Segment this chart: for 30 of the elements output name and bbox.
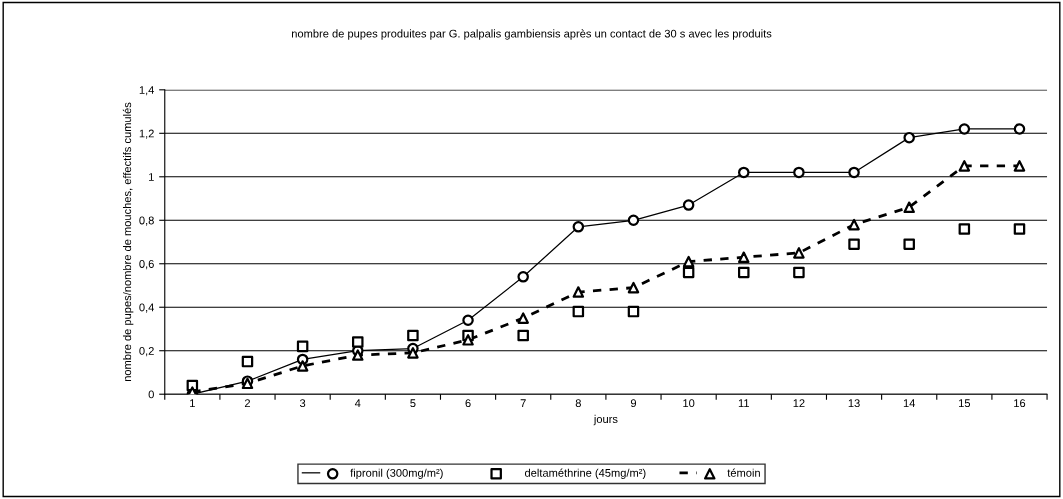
x-tick-label: 12	[793, 399, 805, 407]
x-axis-title: jours	[593, 414, 618, 426]
x-tick-label: 7	[520, 399, 526, 407]
x-tick-label: 14	[903, 399, 916, 407]
x-tick-label: 4	[354, 399, 361, 407]
x-tick-label: 3	[299, 399, 306, 408]
y-tick-label: 0,4	[139, 303, 155, 313]
y-tick-label: 0,6	[139, 260, 154, 270]
x-tick-label: 13	[848, 399, 860, 408]
y-tick-label: 1,2	[139, 129, 154, 139]
legend-label: deltaméthrine (45mg/m²)	[524, 468, 646, 480]
legend-label: témoin	[727, 468, 760, 477]
y-tick-label: 0,8	[139, 216, 154, 226]
x-tick-label: 1	[190, 399, 195, 407]
legend-label: fipronil (300mg/m²)	[350, 468, 443, 480]
x-tick-label: 5	[410, 399, 416, 408]
y-tick-label: 1	[149, 173, 154, 181]
x-tick-label: 9	[630, 399, 637, 408]
y-axis-title: nombre de pupes/nombre de mouches, effectifs cumulés	[122, 102, 134, 382]
x-tick-label: 2	[244, 399, 251, 407]
chart-title: nombre de pupes produites par G. palpalis gambiensis après un contact de 30 s avec les produits	[291, 29, 772, 40]
x-tick-label: 15	[959, 399, 971, 408]
x-tick-label: 6	[465, 399, 471, 408]
y-tick-label: 0	[148, 390, 154, 399]
y-tick-label: 1,4	[139, 86, 155, 96]
x-tick-label: 16	[1014, 399, 1026, 408]
x-tick-label: 8	[575, 399, 581, 408]
y-tick-label: 0,2	[139, 346, 154, 357]
x-tick-label: 11	[738, 399, 749, 407]
x-tick-label: 10	[683, 399, 695, 408]
